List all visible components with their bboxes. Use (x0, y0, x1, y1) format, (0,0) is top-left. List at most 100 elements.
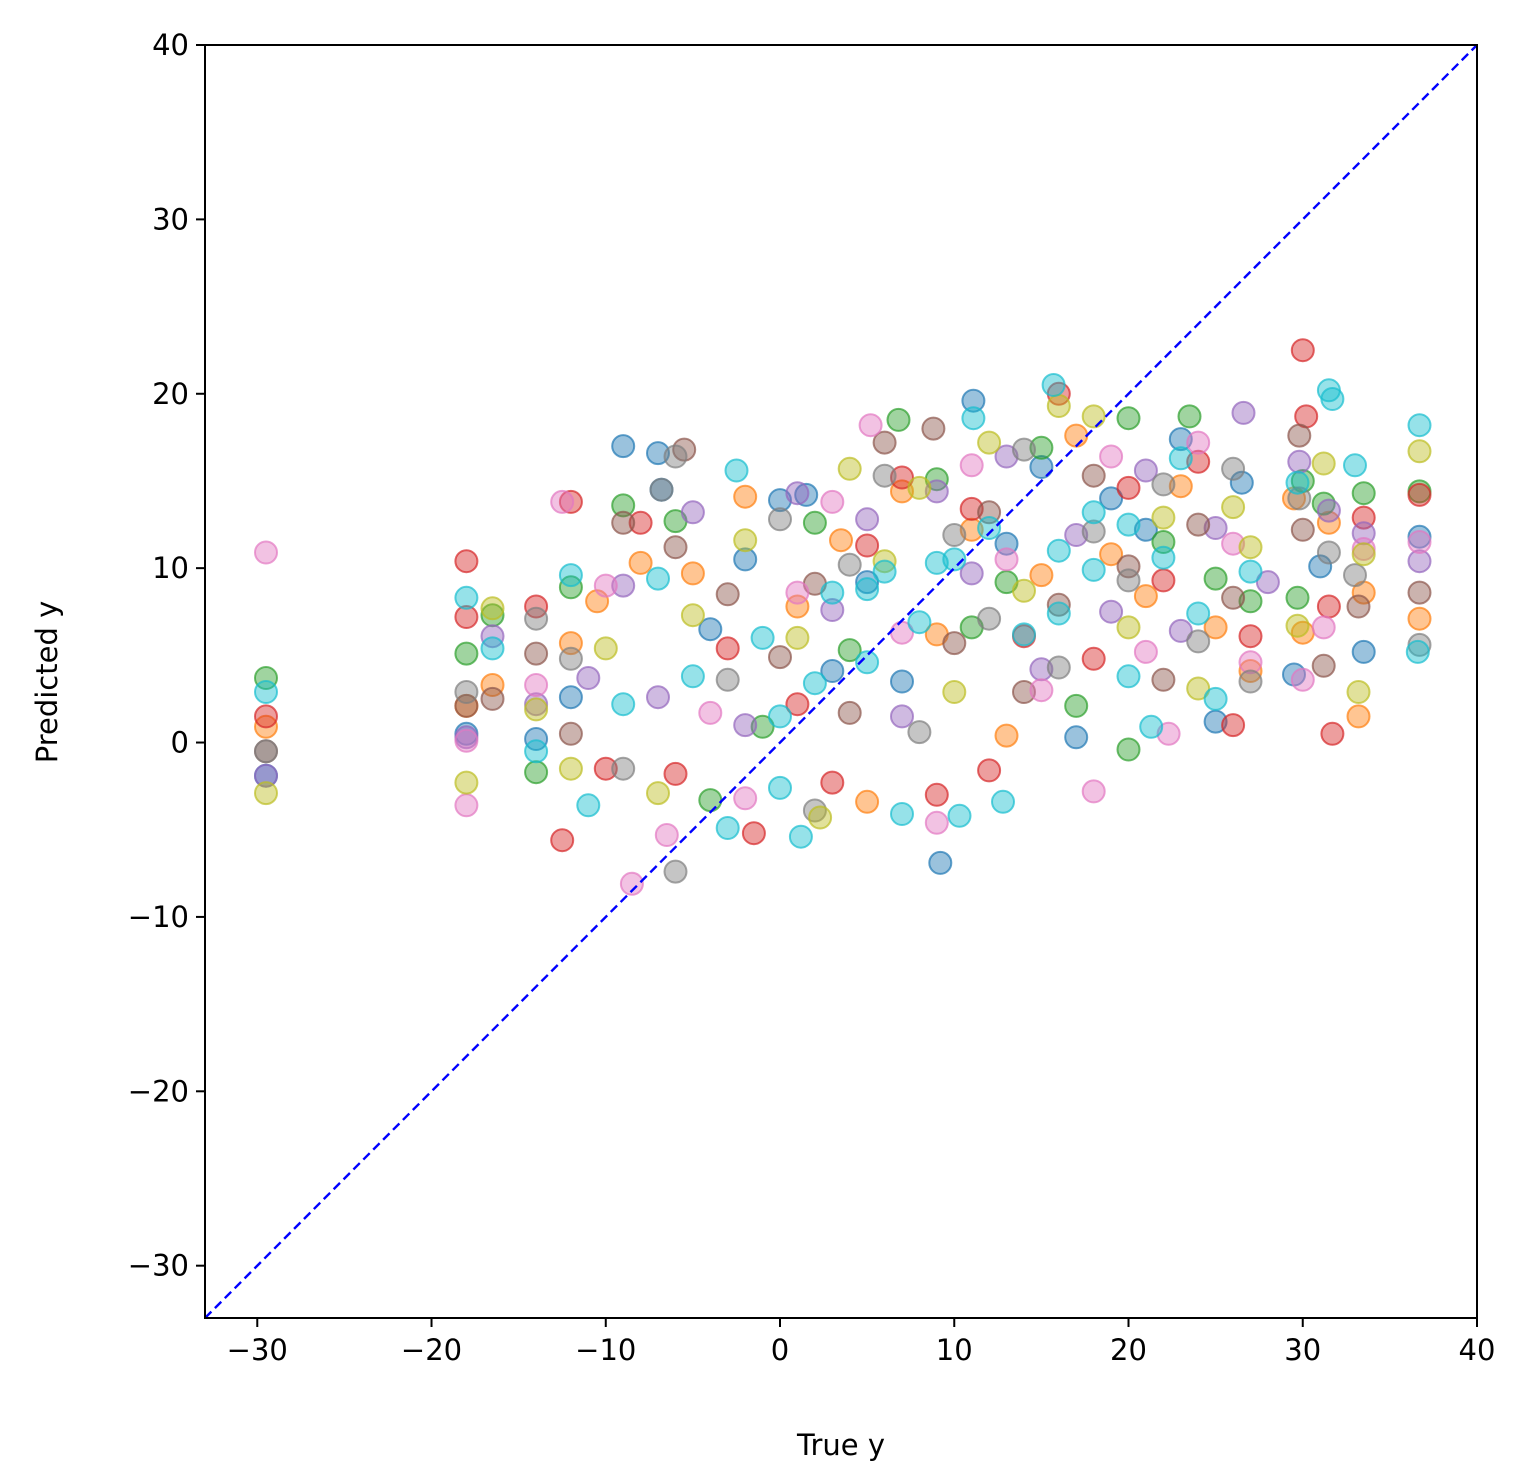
x-tick-label: 20 (1110, 1333, 1147, 1367)
data-point (794, 482, 819, 507)
data-point (1285, 613, 1310, 638)
data-point (1029, 678, 1054, 703)
y-tick-label: −10 (128, 900, 189, 934)
data-point (1407, 606, 1432, 631)
data-point (977, 606, 1002, 631)
data-point (1064, 423, 1089, 448)
data-point (1320, 721, 1345, 746)
data-point (733, 528, 758, 553)
x-tick-label: −30 (227, 1333, 288, 1367)
data-point (1081, 404, 1106, 429)
data-point (663, 535, 688, 560)
data-point (698, 617, 723, 642)
data-point (1203, 615, 1228, 640)
data-point (663, 761, 688, 786)
data-point (576, 666, 601, 690)
data-point (480, 636, 505, 661)
data-point (768, 645, 792, 670)
y-tick-label: 30 (152, 202, 189, 236)
data-point (947, 803, 972, 828)
data-point (994, 547, 1019, 572)
data-point (1081, 779, 1106, 804)
data-point (1238, 650, 1263, 675)
data-point (1290, 338, 1315, 363)
data-point (454, 770, 479, 795)
data-point (820, 598, 845, 622)
data-point (872, 559, 897, 584)
data-point (524, 692, 549, 717)
data-point (524, 641, 549, 666)
data-point (649, 477, 674, 502)
data-point (907, 475, 932, 500)
data-point (1064, 693, 1089, 718)
data-point (1081, 463, 1106, 488)
data-point (1151, 505, 1176, 530)
data-point (1186, 449, 1211, 474)
data-point (1316, 498, 1341, 523)
data-point (1238, 669, 1263, 694)
data-point (1316, 510, 1341, 535)
data-point (524, 606, 549, 631)
data-point (733, 484, 758, 509)
data-point (959, 561, 984, 586)
data-point (942, 631, 967, 656)
data-point (1151, 667, 1176, 692)
data-point (646, 566, 670, 591)
data-point (454, 605, 479, 629)
data-point (924, 782, 949, 807)
data-point (1320, 387, 1345, 411)
data-point (1186, 430, 1211, 455)
data-point (593, 636, 618, 661)
data-point (611, 573, 636, 598)
data-point (768, 507, 792, 532)
data-point (1012, 578, 1036, 603)
data-point (619, 871, 644, 896)
y-tick-label: 0 (171, 726, 189, 760)
data-point (820, 580, 845, 605)
data-point (977, 430, 1002, 455)
data-point (1221, 456, 1246, 481)
data-point (1407, 530, 1432, 554)
data-point (680, 561, 705, 586)
data-point (855, 507, 880, 532)
data-point (558, 756, 583, 781)
data-point (254, 540, 278, 565)
data-point (1046, 538, 1071, 563)
data-point (858, 413, 883, 438)
data-point (1290, 667, 1315, 692)
data-point (1311, 451, 1336, 476)
data-point (1177, 404, 1202, 429)
data-point (1238, 559, 1263, 584)
data-point (886, 407, 911, 432)
data-point (733, 713, 758, 738)
data-point (1255, 570, 1280, 595)
data-point (558, 563, 583, 588)
x-axis-ticks: −30 −20 −10 0 10 20 30 40 (227, 1318, 1495, 1367)
data-point (1407, 439, 1432, 464)
data-point (785, 481, 810, 506)
data-point (733, 547, 758, 572)
data-point (1116, 512, 1141, 537)
data-point (977, 758, 1002, 783)
data-point (1346, 704, 1371, 729)
data-point (454, 793, 479, 818)
data-point (820, 659, 845, 683)
data-point (733, 786, 758, 811)
data-point (741, 821, 766, 846)
data-point (1046, 601, 1071, 626)
axes-frame (204, 44, 1478, 1319)
data-point (768, 704, 792, 729)
data-point (1029, 455, 1054, 479)
data-point (1116, 615, 1141, 640)
data-point (524, 760, 549, 785)
data-point (1186, 676, 1211, 701)
data-point (808, 805, 833, 830)
y-tick-label: −20 (128, 1074, 189, 1108)
data-point (1407, 482, 1432, 507)
data-point (928, 850, 953, 875)
data-point (890, 704, 914, 729)
data-point (1407, 580, 1432, 605)
data-point (1221, 713, 1246, 738)
data-point (855, 570, 880, 595)
data-point (558, 646, 583, 671)
